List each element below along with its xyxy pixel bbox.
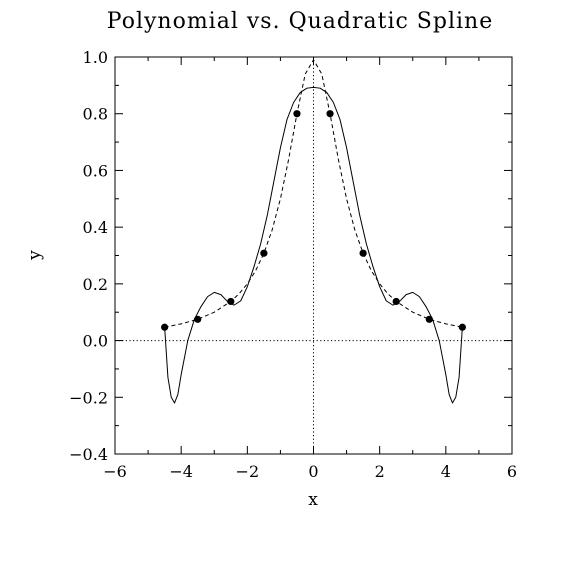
data-point	[359, 249, 367, 257]
data-point	[392, 297, 400, 306]
plot-content	[115, 57, 512, 454]
y-tick-label: 1.0	[83, 48, 108, 67]
y-axis-label: y	[25, 250, 45, 261]
y-tick-label: 0.6	[83, 161, 108, 180]
data-point	[260, 249, 268, 257]
data-point	[161, 323, 169, 331]
y-tick-label: 0.8	[83, 105, 108, 124]
data-point	[293, 110, 301, 118]
x-tick-label: 0	[308, 462, 318, 481]
y-tick-labels: −0.4 −0.2 0.0 0.2 0.4 0.6 0.8 1.0	[69, 48, 108, 464]
series-line-solid	[164, 86, 463, 404]
x-tick-label: 6	[507, 462, 517, 481]
x-tick-label: 2	[375, 462, 385, 481]
data-point	[194, 315, 202, 323]
y-tick-label: 0.0	[83, 332, 108, 351]
x-tick-label: −6	[103, 462, 127, 481]
x-tick-label: −2	[236, 462, 260, 481]
x-tick-label: 4	[441, 462, 451, 481]
series-line-dashed	[164, 59, 463, 328]
data-point	[458, 323, 466, 331]
y-tick-label: 0.2	[83, 275, 108, 294]
data-point	[425, 315, 433, 323]
x-axis-label: x	[308, 490, 318, 510]
data-point	[326, 110, 334, 118]
x-tick-label: −4	[169, 462, 193, 481]
x-tick-labels: −6 −4 −2 0 2 4 6	[103, 462, 517, 481]
chart-title: Polynomial vs. Quadratic Spline	[107, 9, 493, 34]
axis-ticks	[114, 56, 513, 455]
y-tick-label: −0.4	[69, 445, 108, 464]
y-tick-label: 0.4	[83, 218, 108, 237]
data-point	[227, 297, 235, 306]
y-tick-label: −0.2	[69, 388, 108, 407]
